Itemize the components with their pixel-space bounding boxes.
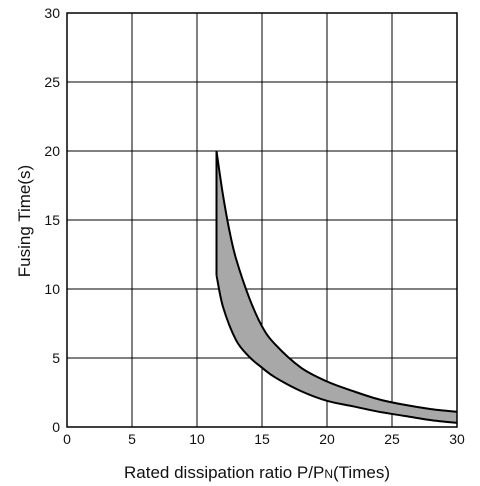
x-axis-label-tail: (Times) [333,463,390,482]
y-tick-label: 25 [44,74,60,90]
y-tick-label: 10 [44,281,60,297]
x-tick-label: 5 [128,431,136,447]
x-tick-label: 0 [63,431,71,447]
y-tick-label: 5 [52,350,60,366]
x-axis-label-main: Rated dissipation ratio P/P [124,463,324,482]
x-tick-label: 10 [189,431,205,447]
y-tick-label: 15 [44,212,60,228]
y-tick-label: 0 [52,419,60,435]
lower-boundary-curve [215,274,458,424]
plot-frame [66,12,458,428]
y-tick-label: 30 [44,5,60,21]
upper-boundary-curve [215,150,458,413]
fusing-band-area [216,151,457,423]
x-tick-label: 30 [449,431,465,447]
x-tick-labels: 0 5 10 15 20 25 30 [63,431,465,447]
y-axis-label: Fusing Time(s) [15,165,34,277]
x-tick-label: 20 [319,431,335,447]
x-axis-label-subscript: N [324,467,333,481]
x-tick-label: 25 [384,431,400,447]
x-tick-label: 15 [254,431,270,447]
x-axis-label: Rated dissipation ratio P/PN(Times) [124,463,390,482]
y-tick-labels: 0 5 10 15 20 25 30 [44,5,60,435]
fusing-band [215,150,458,424]
y-tick-label: 20 [44,143,60,159]
